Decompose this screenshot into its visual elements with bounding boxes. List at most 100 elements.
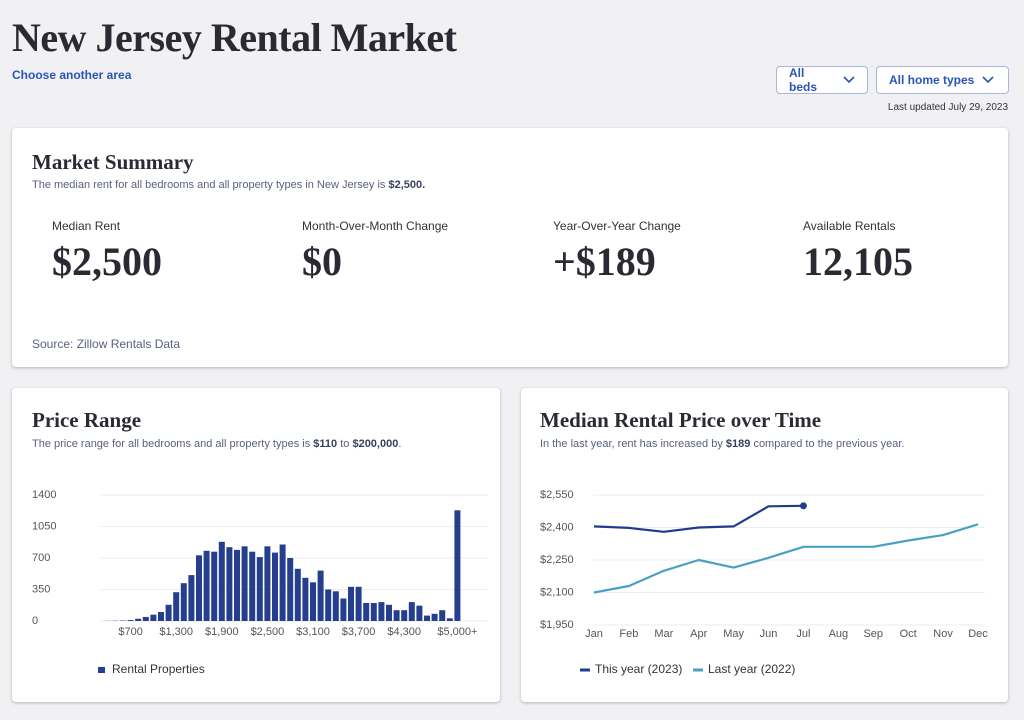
x-tick-label: Apr — [690, 628, 707, 640]
card-subtitle: The median rent for all bedrooms and all… — [32, 179, 425, 191]
bar — [211, 551, 218, 621]
x-tick-label: Jan — [585, 628, 603, 640]
bar — [446, 618, 453, 621]
bar — [378, 602, 385, 621]
trend-card: Median Rental Price over Time In the las… — [521, 388, 1008, 702]
y-tick-label: 700 — [32, 552, 50, 564]
end-point — [799, 502, 807, 510]
x-tick-label: $2,500 — [251, 626, 285, 638]
x-tick-label: Aug — [829, 628, 849, 640]
x-tick-label: Sep — [863, 628, 883, 640]
card-title: Market Summary — [32, 150, 194, 174]
x-tick-label: Oct — [900, 628, 917, 640]
bar — [272, 552, 278, 621]
x-tick-label: $1,900 — [205, 626, 239, 638]
bar — [249, 551, 256, 621]
bar — [431, 613, 438, 621]
x-tick-label: Feb — [619, 628, 638, 640]
y-tick-label: $2,550 — [540, 489, 574, 501]
card-subtitle: In the last year, rent has increased by … — [540, 438, 904, 450]
text: compared to the previous year. — [753, 438, 905, 450]
bar — [264, 546, 271, 621]
type-filter[interactable]: All home types — [876, 66, 1009, 94]
source: Source: Zillow Rentals Data — [32, 337, 181, 351]
x-tick-label: Jul — [796, 628, 810, 640]
summary-card: Market Summary The median rent for all b… — [12, 128, 1008, 367]
legend-label: Last year (2022) — [708, 662, 795, 676]
stat-label: Month-Over-Month Change — [302, 219, 449, 233]
x-tick-label: $4,300 — [387, 626, 421, 638]
bar — [173, 592, 180, 621]
series-line — [593, 504, 804, 533]
y-tick-label: $1,950 — [540, 619, 574, 631]
filter-label: All beds — [789, 66, 818, 94]
y-tick-label: 1400 — [32, 489, 56, 501]
bar — [188, 575, 195, 621]
stat-value: $0 — [302, 239, 342, 284]
bar — [348, 586, 354, 621]
y-tick-label: 1050 — [32, 520, 56, 532]
text: The price range for all bedrooms and all… — [32, 438, 311, 450]
bar — [158, 612, 164, 621]
x-tick-label: $3,700 — [342, 626, 376, 638]
area-link[interactable]: Choose another area — [12, 68, 132, 82]
bar — [332, 591, 339, 621]
bar — [165, 604, 172, 621]
bar — [127, 620, 134, 621]
filter-label: All home types — [889, 73, 975, 87]
bar — [256, 557, 263, 621]
legend-swatch — [98, 667, 105, 673]
legend-label: Rental Properties — [112, 662, 205, 676]
bar — [241, 546, 248, 621]
bar — [142, 616, 149, 621]
stat-value: $2,500 — [52, 239, 162, 284]
stat-value: +$189 — [553, 239, 656, 284]
bar — [302, 577, 309, 621]
x-tick-label: $3,100 — [296, 626, 330, 638]
text: The median rent for all bedrooms and all… — [32, 179, 386, 191]
bar — [401, 610, 408, 621]
chevron — [843, 76, 855, 84]
emphasis: $189 — [725, 438, 751, 450]
text: to — [340, 438, 350, 450]
chevron — [982, 76, 994, 84]
y-tick-label: $2,100 — [540, 586, 574, 598]
bar — [424, 615, 430, 621]
card-title: Median Rental Price over Time — [540, 408, 822, 432]
stat-label: Available Rentals — [803, 219, 896, 233]
y-tick-label: 0 — [32, 615, 38, 627]
bar — [408, 602, 415, 621]
bar — [363, 603, 370, 621]
bar — [386, 604, 392, 621]
bar — [340, 598, 347, 621]
beds-filter[interactable]: All beds — [776, 66, 868, 94]
legend-label: This year (2023) — [595, 662, 682, 676]
bar — [370, 603, 377, 621]
updated: Last updated July 29, 2023 — [887, 102, 1008, 113]
card-title: Price Range — [32, 408, 142, 432]
bar — [294, 568, 301, 621]
bar — [416, 605, 423, 621]
x-tick-label: $5,000+ — [437, 626, 477, 638]
y-tick-label: 350 — [32, 583, 50, 595]
bar — [279, 544, 286, 621]
bar — [234, 549, 240, 621]
bar — [325, 589, 332, 621]
bar — [393, 610, 400, 621]
bar — [439, 610, 446, 621]
emphasis: $200,000 — [352, 438, 399, 450]
emphasis: $2,500. — [388, 179, 426, 191]
bar — [226, 547, 233, 621]
bar — [287, 558, 294, 621]
bar — [355, 586, 362, 621]
card-subtitle: The price range for all bedrooms and all… — [32, 438, 401, 450]
x-tick-label: Dec — [968, 628, 988, 640]
y-tick-label: $2,250 — [540, 554, 574, 566]
series-line — [593, 523, 979, 594]
x-tick-label: $1,300 — [159, 626, 193, 638]
bar — [454, 510, 461, 621]
stat-label: Median Rent — [52, 219, 121, 233]
y-tick-label: $2,400 — [540, 521, 574, 533]
bar — [196, 555, 202, 621]
